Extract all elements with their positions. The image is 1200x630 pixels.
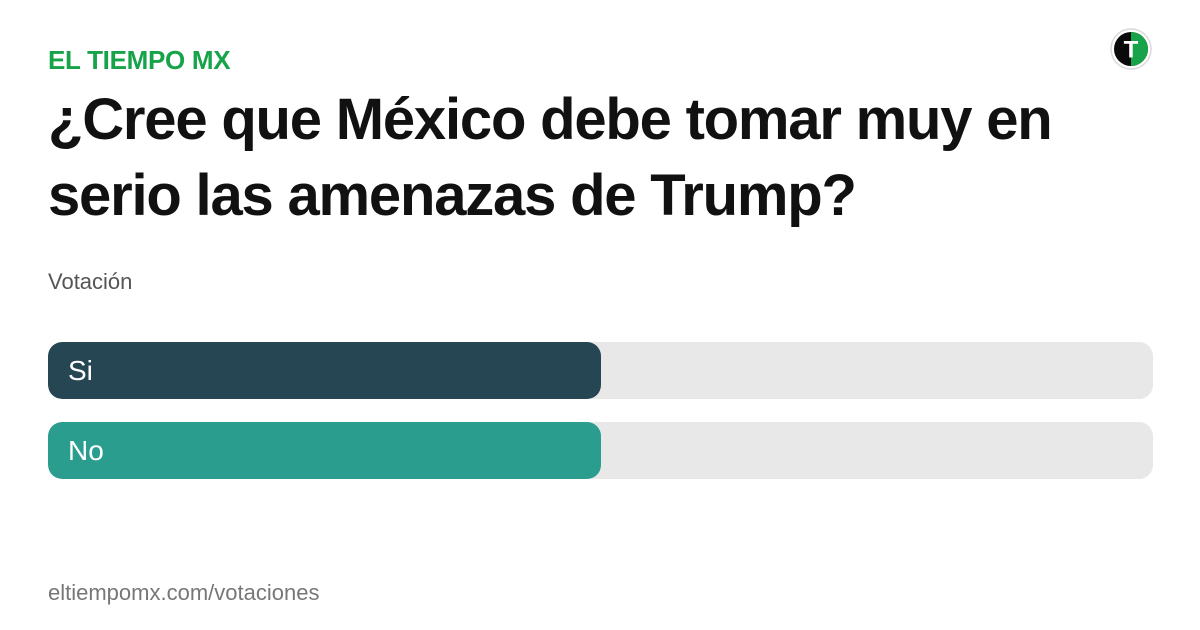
poll-options: Si No (48, 342, 1153, 502)
poll-option-fill (48, 422, 601, 479)
poll-option-label: No (68, 435, 104, 466)
poll-option-no[interactable]: No (48, 422, 1153, 479)
el-tiempo-logo-icon: T (1110, 28, 1152, 70)
poll-option-fill (48, 342, 601, 399)
poll-question: ¿Cree que México debe tomar muy en serio… (48, 87, 1053, 228)
poll-option-label: Si (68, 355, 93, 386)
footer-url[interactable]: eltiempomx.com/votaciones (48, 580, 320, 605)
brand-name: EL TIEMPO MX (48, 45, 231, 75)
poll-option-si[interactable]: Si (48, 342, 1153, 399)
logo-letter: T (1124, 37, 1139, 64)
poll-type-label: Votación (48, 269, 133, 294)
